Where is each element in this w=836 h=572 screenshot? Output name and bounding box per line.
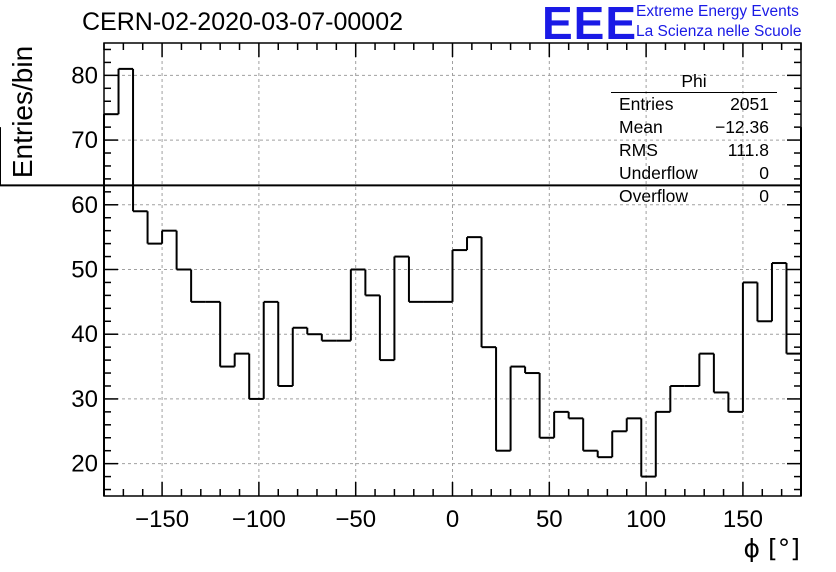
y-axis-label: Entries/bin [7,46,38,178]
x-tick-label: 150 [723,506,763,533]
y-tick-label: 40 [71,321,98,348]
stats-value: 0 [759,186,769,206]
y-tick-label: 70 [71,127,98,154]
y-tick-label: 50 [71,257,98,284]
stats-label: Mean [619,117,663,137]
stats-value: −12.36 [714,117,769,137]
logo-line-1: Extreme Energy Events [636,3,799,20]
stats-row-overflow: Overflow 0 [611,185,777,208]
stats-title: Phi [611,70,777,93]
stats-value: 111.8 [727,140,769,160]
x-tick-label: 0 [446,506,459,533]
logo-line-2: La Scienza nelle Scuole [636,23,802,40]
stats-label: Underflow [619,163,698,183]
stats-box: Phi Entries 2051 Mean −12.36 RMS 111.8 U… [611,70,777,208]
x-axis-label: ϕ [°] [744,534,800,563]
stats-row-mean: Mean −12.36 [611,116,777,139]
x-axis: −150 −100 −50 0 50 100 150 [103,43,802,533]
y-axis: 20 30 40 50 60 70 80 [71,48,801,491]
x-tick-label: −150 [135,506,189,533]
x-tick-label: 50 [536,506,563,533]
stats-label: Overflow [619,186,689,206]
eee-logo-caption: Extreme Energy Events La Scienza nelle S… [636,2,801,42]
x-tick-label: −100 [232,506,286,533]
y-tick-label: 20 [71,451,98,478]
y-tick-label: 80 [71,62,98,89]
stats-label: Entries [619,94,674,114]
x-tick-label: −50 [335,506,376,533]
stats-value: 0 [759,163,769,183]
y-tick-label: 30 [71,386,98,413]
stats-row-underflow: Underflow 0 [611,162,777,185]
stats-row-entries: Entries 2051 [611,93,777,116]
x-tick-label: 100 [626,506,666,533]
eee-logo: EEE [542,0,638,49]
y-tick-label: 60 [71,192,98,219]
chart-title: CERN-02-2020-03-07-00002 [82,8,404,36]
stats-row-rms: RMS 111.8 [611,139,777,162]
stats-label: RMS [619,140,658,160]
stats-value: 2051 [730,94,769,114]
